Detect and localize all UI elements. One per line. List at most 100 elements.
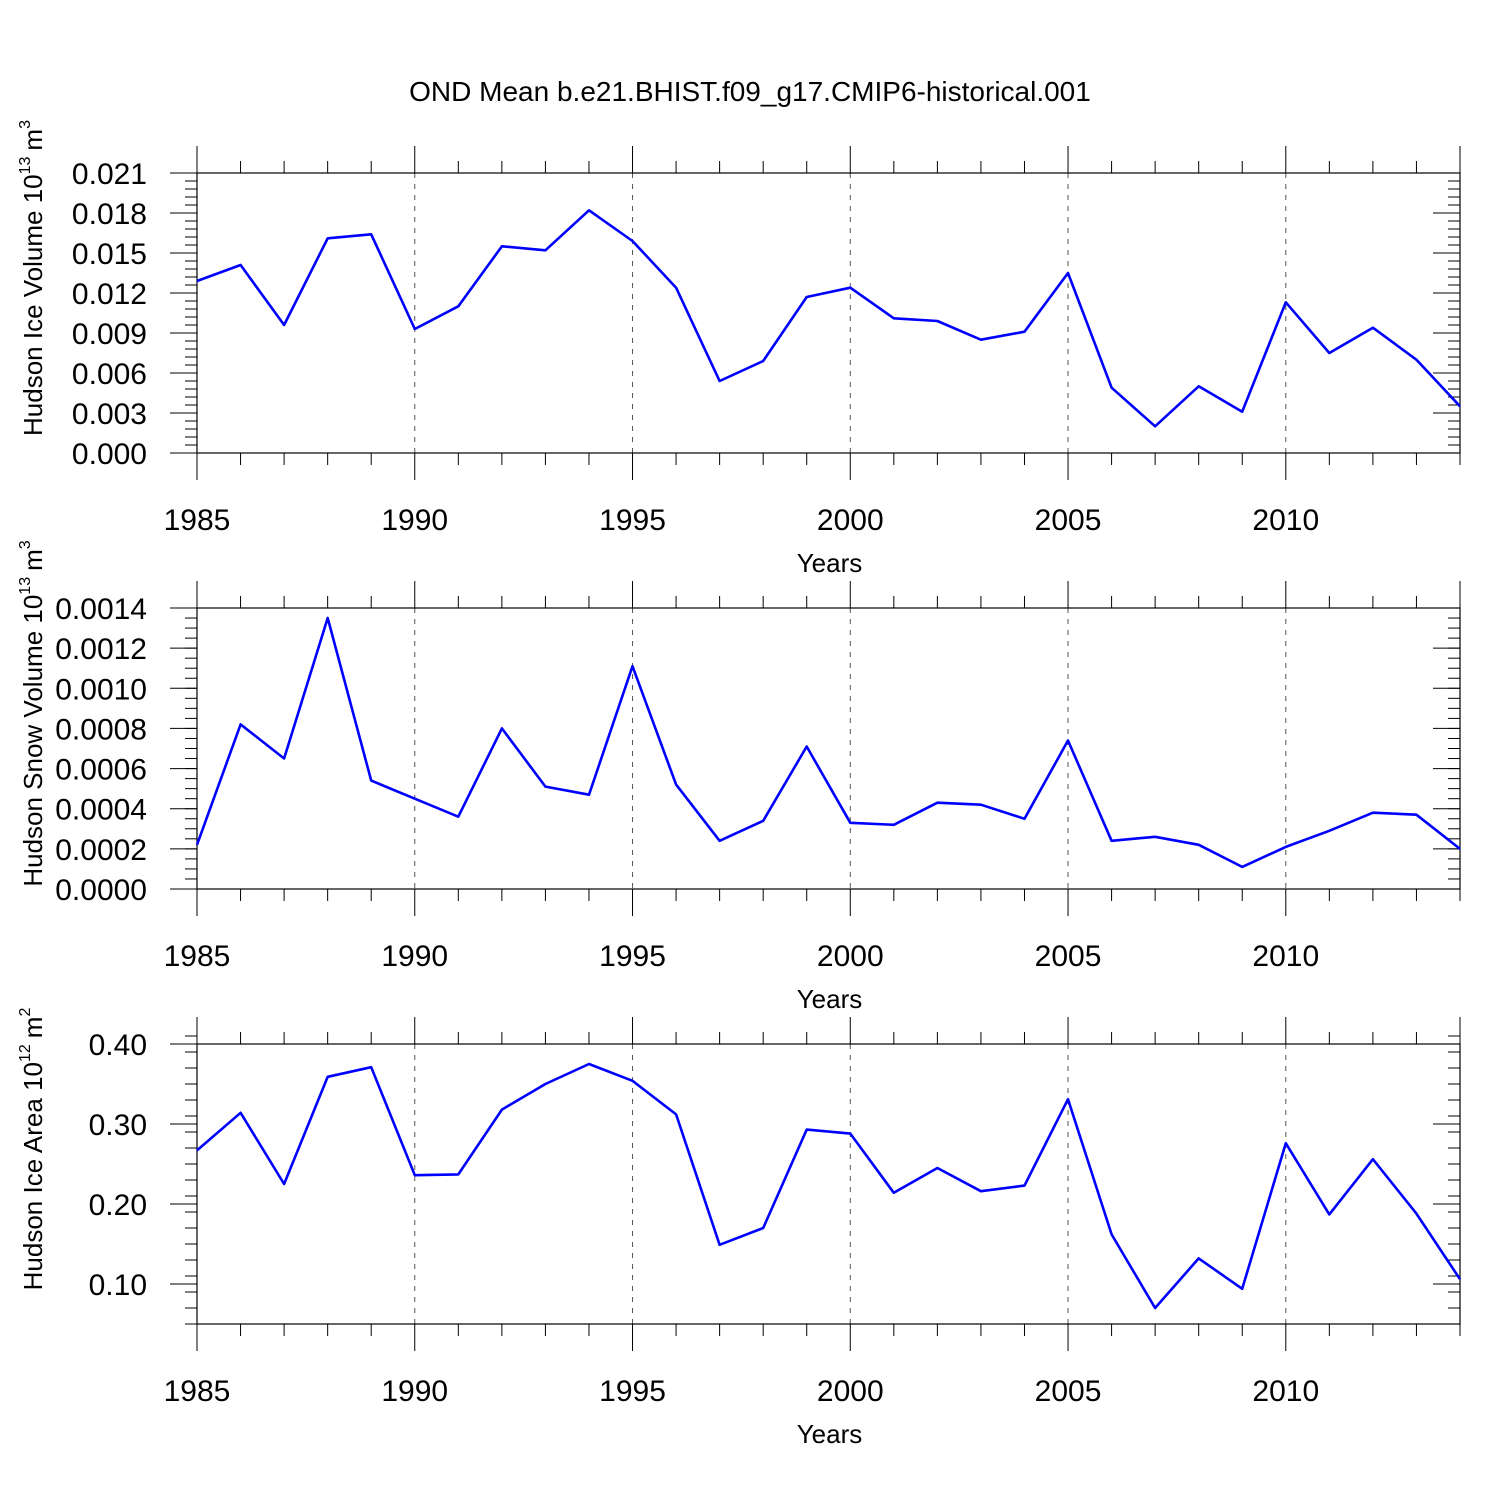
data-point bbox=[1414, 1212, 1418, 1216]
data-point bbox=[1284, 1141, 1288, 1145]
y-tick-label: 0.018 bbox=[72, 198, 147, 231]
y-tick-label: 0.10 bbox=[89, 1269, 147, 1302]
data-point bbox=[239, 263, 243, 267]
x-tick-label: 1985 bbox=[164, 504, 231, 537]
y-tick-label: 0.30 bbox=[89, 1109, 147, 1142]
data-point bbox=[326, 616, 330, 620]
data-point bbox=[892, 823, 896, 827]
y-axis-title-unit-exponent: 3 bbox=[17, 120, 34, 129]
data-point bbox=[805, 295, 809, 299]
y-tick-label: 0.0000 bbox=[55, 874, 147, 907]
data-point bbox=[1110, 839, 1114, 843]
y-axis-title-base: Hudson Snow Volume 10 bbox=[18, 595, 48, 887]
data-point bbox=[848, 821, 852, 825]
data-point bbox=[456, 1172, 460, 1176]
x-tick-label: 2000 bbox=[817, 504, 884, 537]
data-point bbox=[326, 1075, 330, 1079]
data-point bbox=[892, 1191, 896, 1195]
data-point bbox=[1022, 330, 1026, 334]
data-point bbox=[500, 726, 504, 730]
y-tick-label: 0.0012 bbox=[55, 633, 147, 666]
y-tick-label: 0.0004 bbox=[55, 794, 147, 827]
data-point bbox=[195, 1148, 199, 1152]
data-point bbox=[1414, 813, 1418, 817]
data-point bbox=[805, 744, 809, 748]
x-tick-label: 2005 bbox=[1035, 1375, 1102, 1408]
data-point bbox=[500, 1108, 504, 1112]
data-point bbox=[1022, 1184, 1026, 1188]
data-point bbox=[979, 338, 983, 342]
plot-frame bbox=[196, 172, 1461, 454]
data-point bbox=[1284, 300, 1288, 304]
data-point bbox=[718, 379, 722, 383]
data-point bbox=[543, 248, 547, 252]
data-point bbox=[979, 1189, 983, 1193]
data-point bbox=[326, 236, 330, 240]
data-point bbox=[1371, 1157, 1375, 1161]
data-point bbox=[674, 783, 678, 787]
x-axis-title: Years bbox=[797, 548, 863, 578]
x-axis-title: Years bbox=[797, 1419, 863, 1449]
x-axis-title: Years bbox=[797, 984, 863, 1014]
data-point bbox=[413, 797, 417, 801]
data-point bbox=[1371, 326, 1375, 330]
data-point bbox=[1066, 1097, 1070, 1101]
data-point bbox=[935, 319, 939, 323]
x-tick-label: 1990 bbox=[381, 940, 448, 973]
y-tick-label: 0.003 bbox=[72, 398, 147, 431]
data-point bbox=[1110, 1232, 1114, 1236]
data-point bbox=[1240, 410, 1244, 414]
data-point bbox=[239, 722, 243, 726]
data-point bbox=[369, 779, 373, 783]
y-axis-title-unit: m bbox=[18, 549, 48, 571]
data-point bbox=[1153, 1306, 1157, 1310]
data-point bbox=[718, 1243, 722, 1247]
data-point bbox=[848, 1132, 852, 1136]
y-tick-label: 0.006 bbox=[72, 358, 147, 391]
x-tick-label: 1990 bbox=[381, 504, 448, 537]
chart-panel-1: 1985 1990 1995 2000 2005 2010 Years 0.000 0.003 0… bbox=[17, 120, 1461, 578]
data-point bbox=[1022, 817, 1026, 821]
y-tick-label: 0.40 bbox=[89, 1029, 147, 1062]
data-point bbox=[848, 286, 852, 290]
y-tick-label: 0.000 bbox=[72, 438, 147, 471]
data-point bbox=[935, 801, 939, 805]
series-line bbox=[195, 616, 1461, 869]
y-axis-title: Hudson Ice Volume 1013 m3 bbox=[17, 120, 48, 436]
data-point bbox=[195, 843, 199, 847]
y-axis-title-exponent: 13 bbox=[17, 577, 34, 595]
data-point bbox=[456, 815, 460, 819]
data-point bbox=[1197, 843, 1201, 847]
x-tick-label: 2010 bbox=[1252, 940, 1319, 973]
data-point bbox=[1197, 1256, 1201, 1260]
data-point bbox=[413, 1173, 417, 1177]
data-point bbox=[282, 323, 286, 327]
data-point bbox=[892, 316, 896, 320]
data-point bbox=[282, 1182, 286, 1186]
x-tick-label: 1990 bbox=[381, 1375, 448, 1408]
data-point bbox=[631, 239, 635, 243]
data-point bbox=[543, 1082, 547, 1086]
y-axis-title-exponent: 13 bbox=[17, 156, 34, 174]
data-point bbox=[1240, 1287, 1244, 1291]
x-tick-label: 2010 bbox=[1252, 504, 1319, 537]
data-point bbox=[587, 793, 591, 797]
x-tick-label: 1995 bbox=[599, 1375, 666, 1408]
y-axis-title-unit-exponent: 3 bbox=[17, 540, 34, 549]
y-axis-title: Hudson Snow Volume 1013 m3 bbox=[17, 540, 48, 886]
plot-frame bbox=[196, 1043, 1461, 1325]
data-point bbox=[1284, 845, 1288, 849]
data-point bbox=[1066, 271, 1070, 275]
data-point bbox=[369, 232, 373, 236]
data-point bbox=[718, 839, 722, 843]
data-point bbox=[500, 244, 504, 248]
y-axis-title-base: Hudson Ice Volume 10 bbox=[18, 174, 48, 436]
y-tick-label: 0.012 bbox=[72, 278, 147, 311]
series-line bbox=[196, 209, 1461, 428]
x-tick-label: 1995 bbox=[599, 940, 666, 973]
y-tick-label: 0.015 bbox=[72, 238, 147, 271]
data-point bbox=[413, 327, 417, 331]
y-tick-label: 0.20 bbox=[89, 1189, 147, 1222]
data-point bbox=[1327, 351, 1331, 355]
data-point bbox=[543, 785, 547, 789]
